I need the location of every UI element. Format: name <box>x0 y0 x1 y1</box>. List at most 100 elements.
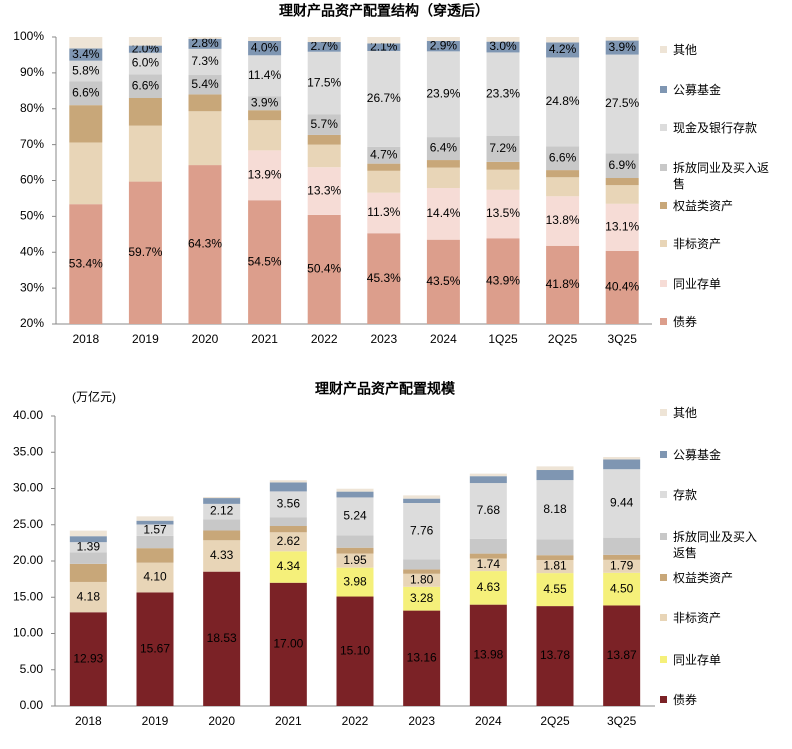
legend-label: 非标资产 <box>673 237 722 251</box>
data-label: 13.3% <box>307 183 341 197</box>
x-tick-label: 3Q25 <box>607 714 637 728</box>
bar-segment <box>248 110 282 121</box>
y-tick-label: 30% <box>20 280 44 294</box>
data-label: 3.0% <box>489 39 517 53</box>
bar-segment <box>203 498 241 504</box>
data-label: 45.3% <box>367 271 401 285</box>
data-label: 3.4% <box>72 47 100 61</box>
legend-label: 公募基金 <box>673 83 722 97</box>
legend-item: 非标资产 <box>660 236 721 252</box>
bar-segment <box>603 605 641 706</box>
bar-segment <box>605 153 639 178</box>
bar-segment <box>367 50 401 147</box>
bar-segment <box>546 245 580 324</box>
bar-segment <box>203 519 241 531</box>
data-label: 7.3% <box>191 54 219 68</box>
data-label: 53.4% <box>69 256 103 270</box>
bar-segment <box>248 55 282 97</box>
legend-item: 权益类资产 <box>660 198 733 214</box>
bar-segment <box>336 567 374 597</box>
bar-segment <box>248 37 282 41</box>
bar-segment <box>469 553 507 559</box>
bar-segment <box>469 538 507 554</box>
bar-segment <box>269 517 307 526</box>
legend-swatch <box>660 491 667 498</box>
data-label: 5.7% <box>311 117 339 131</box>
bar-segment <box>486 41 520 53</box>
legend-item: 债券 <box>660 692 697 708</box>
bar-segment <box>269 480 307 483</box>
bar-segment <box>469 558 507 572</box>
bar-segment <box>546 170 580 178</box>
legend-swatch <box>660 574 667 581</box>
x-tick-label: 2020 <box>208 714 235 728</box>
y-tick-label: 5.00 <box>20 662 44 676</box>
data-label: 2.8% <box>191 36 219 50</box>
data-label: 5.24 <box>343 509 367 523</box>
legend-label: 公募基金 <box>673 448 722 462</box>
bar-segment <box>307 51 341 115</box>
x-tick-label: 2022 <box>311 332 338 346</box>
bar-segment <box>469 483 507 539</box>
bar-segment <box>486 136 520 162</box>
x-tick-label: 2024 <box>430 332 457 346</box>
bar-segment <box>136 592 174 706</box>
bar-segment <box>136 562 174 593</box>
bar-segment <box>336 491 374 498</box>
data-label: 13.98 <box>473 647 503 661</box>
data-label: 23.3% <box>486 86 520 100</box>
data-label: 6.9% <box>609 158 637 172</box>
y-tick-label: 15.00 <box>13 589 43 603</box>
bar-segment <box>203 571 241 706</box>
data-label: 4.10 <box>143 570 167 584</box>
bar-segment <box>367 170 401 193</box>
data-label: 18.53 <box>207 631 237 645</box>
legend-label: 拆放同业及买入返售 <box>673 530 758 560</box>
x-tick-label: 2018 <box>72 332 99 346</box>
bar-segment <box>136 520 174 525</box>
data-label: 6.6% <box>132 78 160 92</box>
legend-item: 存款 <box>660 487 697 503</box>
bar-segment <box>546 196 580 246</box>
bar-segment <box>536 480 574 540</box>
data-label: 14.4% <box>426 206 460 220</box>
bar-segment <box>403 559 441 570</box>
data-label: 1.79 <box>610 559 634 573</box>
bar-segment <box>136 535 174 549</box>
x-tick-label: 2022 <box>342 714 369 728</box>
y-tick-label: 20.00 <box>13 553 43 567</box>
bar-segment <box>426 40 460 52</box>
data-label: 1.39 <box>77 539 101 553</box>
bar-segment <box>307 42 341 52</box>
bar-segment <box>269 532 307 552</box>
bar-segment <box>426 239 460 324</box>
bar-segment <box>367 146 401 164</box>
bar-segment <box>605 250 639 324</box>
data-label: 9.44 <box>610 496 634 510</box>
data-label: 4.63 <box>477 580 501 594</box>
data-label: 3.28 <box>410 591 434 605</box>
legend-item: 拆放同业及买入返售 <box>660 529 764 561</box>
legend-item: 拆放同业及买入返售 <box>660 160 776 192</box>
bar-segment <box>203 496 241 499</box>
bar-segment <box>69 204 103 324</box>
legend-label: 拆放同业及买入返售 <box>673 161 770 191</box>
bar-segment <box>69 81 103 106</box>
bar-segment <box>307 134 341 145</box>
bar-segment <box>546 57 580 147</box>
data-label: 15.10 <box>340 643 370 657</box>
bar-segment <box>605 185 639 204</box>
x-tick-label: 2020 <box>192 332 219 346</box>
bar-segment <box>426 137 460 161</box>
legend-swatch <box>660 280 667 287</box>
bar-segment <box>269 491 307 518</box>
legend-item: 公募基金 <box>660 82 721 98</box>
data-label: 3.9% <box>251 95 279 109</box>
y-tick-label: 40% <box>20 244 44 258</box>
bar-segment <box>426 160 460 168</box>
data-label: 12.93 <box>73 651 103 665</box>
bar-segment <box>403 586 441 611</box>
y-tick-label: 20% <box>20 316 44 330</box>
bar-segment <box>248 200 282 324</box>
bar-segment <box>603 469 641 538</box>
